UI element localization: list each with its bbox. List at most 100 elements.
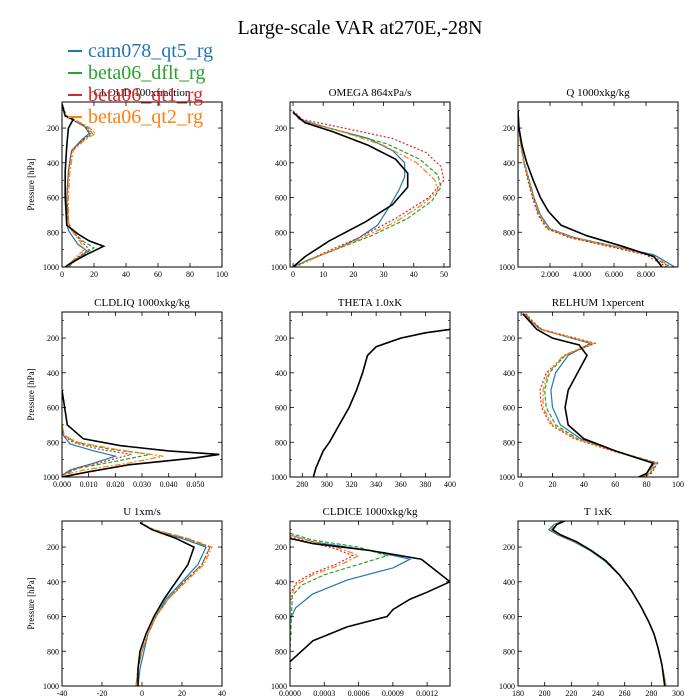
y-tick-label: 800	[47, 228, 59, 237]
series-group	[62, 103, 106, 267]
x-tick-label: 0.0009	[382, 689, 404, 698]
y-tick-label: 600	[503, 404, 515, 413]
x-tick-label: 280	[296, 480, 308, 489]
x-tick-label: 40	[218, 689, 226, 698]
x-tick-label: 8.000	[637, 270, 655, 279]
series-line-beta06-qt1-rg	[290, 536, 355, 595]
y-tick-label: 600	[503, 613, 515, 622]
panel-title: CLOUD 100xfraction	[94, 87, 191, 99]
y-tick-label: 600	[275, 194, 287, 203]
panel-q: Q 1000xkg/kg 200 400 600 800 1000 2.000 4.000 6.…	[499, 87, 679, 279]
x-tick-label: 60	[154, 270, 162, 279]
x-tick-label: -40	[57, 689, 68, 698]
y-tick-label: 600	[47, 613, 59, 622]
y-tick-label: 800	[503, 647, 515, 656]
panel-title: OMEGA 864xPa/s	[329, 87, 412, 99]
y-tick-label: 1000	[43, 473, 59, 482]
series-line-cam078-qt5-rg	[137, 522, 207, 686]
series-line-beta06-qt2-rg	[62, 424, 164, 476]
plot-frame	[289, 101, 451, 268]
x-tick-label: 200	[539, 689, 551, 698]
x-tick-label: 0.050	[186, 480, 204, 489]
y-tick-label: 600	[275, 613, 287, 622]
y-tick-label: 400	[275, 369, 287, 378]
legend-label: beta06_dflt_rg	[88, 62, 205, 84]
x-tick-label: 0.0000	[279, 689, 301, 698]
legend-entry-beta06-qt1-rg: beta06_qt1_rg	[68, 84, 203, 106]
x-tick-label: 0.0012	[416, 689, 438, 698]
y-tick-label: 200	[503, 124, 515, 133]
y-tick-label: 800	[503, 228, 515, 237]
y-tick-label: 400	[47, 159, 59, 168]
x-tick-label: 40	[122, 270, 130, 279]
x-tick-label: 40	[580, 480, 588, 489]
x-tick-label: 360	[395, 480, 407, 489]
series-line-beta06-qt2-rg	[62, 103, 97, 267]
x-tick-label: 0.040	[160, 480, 178, 489]
figure-title: Large-scale VAR at270E,-28N	[238, 17, 483, 39]
plot-frame	[61, 101, 223, 268]
series-line-reference	[522, 313, 655, 477]
panel-theta: THETA 1.0xK 200 400 600 800 1000 280 300 320 340 3…	[271, 297, 456, 489]
x-tick-label: 20	[90, 270, 98, 279]
x-tick-label: 60	[611, 480, 619, 489]
panels: CLOUD 100xfraction 200 400 600 800 1000 0 20 40 6…	[26, 87, 684, 698]
x-tick-label: 50	[440, 270, 448, 279]
y-axis-label: Pressure [hPa]	[26, 158, 36, 210]
y-tick-label: 200	[275, 334, 287, 343]
series-line-beta06-qt2-rg	[292, 111, 439, 265]
series-group	[312, 328, 450, 477]
series-line-beta06-dflt-rg	[62, 103, 96, 267]
x-tick-label: 300	[672, 689, 684, 698]
y-tick-label: 400	[503, 369, 515, 378]
x-tick-label: 0	[140, 689, 144, 698]
plot-frame	[517, 101, 679, 268]
series-group	[522, 313, 659, 477]
series-group	[62, 390, 220, 477]
y-axis-label: Pressure [hPa]	[26, 577, 36, 629]
legend-label: beta06_qt1_rg	[88, 84, 203, 106]
y-tick-label: 400	[503, 578, 515, 587]
series-line-beta06-qt2-rg	[518, 110, 672, 267]
x-tick-label: 100	[672, 480, 684, 489]
x-tick-label: 240	[592, 689, 604, 698]
y-tick-label: 200	[47, 543, 59, 552]
series-line-cam078-qt5-rg	[290, 534, 412, 621]
x-tick-label: 260	[619, 689, 631, 698]
x-tick-label: 0.030	[133, 480, 151, 489]
plot-frame	[289, 520, 451, 687]
y-tick-label: 1000	[43, 263, 59, 272]
panel-title: RELHUM 1xpercent	[552, 297, 645, 309]
x-tick-label: 40	[410, 270, 418, 279]
x-tick-label: 30	[380, 270, 388, 279]
x-tick-label: 300	[321, 480, 333, 489]
y-tick-label: 1000	[499, 263, 515, 272]
y-tick-label: 600	[47, 194, 59, 203]
x-tick-label: 340	[370, 480, 382, 489]
y-tick-label: 1000	[271, 263, 287, 272]
panel-title: Q 1000xkg/kg	[566, 87, 630, 99]
series-line-reference	[292, 111, 409, 267]
y-tick-label: 1000	[271, 682, 287, 691]
legend-entry-beta06-dflt-rg: beta06_dflt_rg	[68, 62, 205, 84]
panel-title: U 1xm/s	[123, 506, 161, 518]
x-tick-label: 400	[444, 480, 456, 489]
legend-label: beta06_qt2_rg	[88, 106, 203, 128]
y-tick-label: 800	[275, 647, 287, 656]
series-line-reference	[62, 103, 106, 267]
x-tick-label: 280	[645, 689, 657, 698]
legend-entry-cam078-qt5-rg: cam078_qt5_rg	[68, 40, 213, 62]
y-tick-label: 800	[47, 647, 59, 656]
y-tick-label: 800	[503, 438, 515, 447]
panel-title: T 1xK	[584, 506, 612, 518]
series-group	[518, 110, 676, 267]
x-tick-label: 0.0006	[348, 689, 370, 698]
y-tick-label: 600	[503, 194, 515, 203]
series-line-beta06-qt1-rg	[518, 110, 668, 267]
y-tick-label: 400	[47, 369, 59, 378]
series-line-beta06-qt2-rg	[290, 534, 361, 600]
panel-title: THETA 1.0xK	[338, 297, 403, 309]
